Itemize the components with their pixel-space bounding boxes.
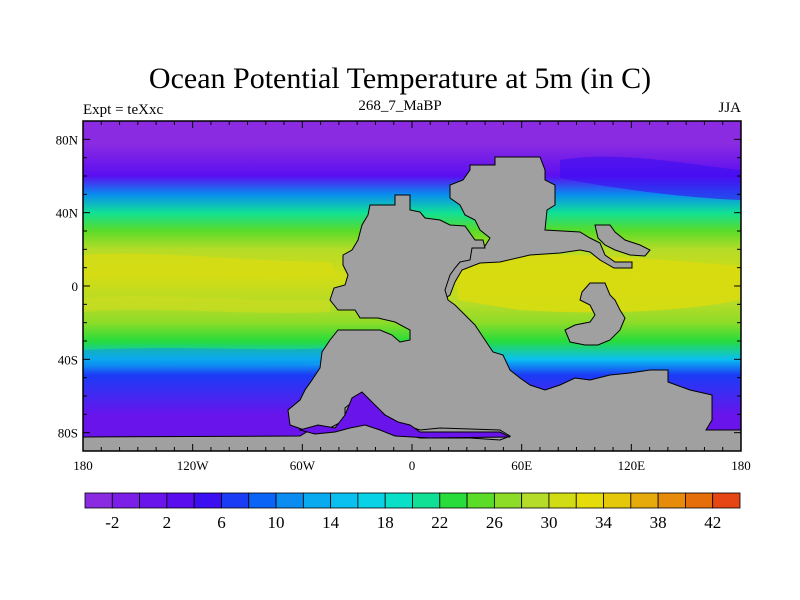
x-tick-label: 120E xyxy=(618,458,646,473)
colorbar-label: 18 xyxy=(377,513,394,532)
northern-cold-lobe xyxy=(560,156,741,200)
antarctic-inlet xyxy=(298,391,511,439)
colorbar-box xyxy=(439,492,468,509)
colorbar-box xyxy=(330,492,359,509)
x-tick-label: 180 xyxy=(731,458,751,473)
colorbar-label: 14 xyxy=(322,513,340,532)
colorbar-box xyxy=(521,492,550,509)
colorbar-label: 42 xyxy=(704,513,721,532)
time-label: 268_7_MaBP xyxy=(358,98,442,114)
y-tick-label: 80N xyxy=(56,132,79,147)
colorbar-box xyxy=(193,492,222,509)
colorbar-label: 2 xyxy=(163,513,172,532)
colorbar-box xyxy=(685,492,714,509)
x-tick-label: 60E xyxy=(511,458,532,473)
colorbar-box xyxy=(657,492,686,509)
colorbar-box xyxy=(575,492,604,509)
colorbar-label: 10 xyxy=(268,513,285,532)
axis-labels: 180 120W 60W 0 60E 120E 180 80N 40N 0 40S 80S xyxy=(56,132,751,473)
colorbar-box xyxy=(166,492,195,509)
colorbar-box xyxy=(139,492,168,509)
colorbar-label: -2 xyxy=(105,513,119,532)
y-tick-label: 40S xyxy=(58,352,78,367)
colorbar-boxes xyxy=(84,492,741,509)
colorbar-label: 30 xyxy=(540,513,557,532)
colorbar-box xyxy=(384,492,413,509)
colorbar-label: 22 xyxy=(431,513,448,532)
landmass-southeast-island xyxy=(564,282,626,346)
axis-ticks xyxy=(82,120,742,452)
pacific-warm-tongue xyxy=(83,253,338,279)
colorbar-label: 26 xyxy=(486,513,503,532)
experiment-label: Expt = teXxc xyxy=(83,102,164,118)
colorbar-box xyxy=(111,492,140,509)
colorbar-box xyxy=(248,492,277,509)
x-tick-label: 120W xyxy=(177,458,210,473)
x-tick-label: 180 xyxy=(73,458,93,473)
colorbar-label: 38 xyxy=(650,513,667,532)
colorbar-box xyxy=(302,492,332,509)
colorbar-box xyxy=(603,492,632,509)
colorbar-box xyxy=(357,492,386,509)
landmass-northeast-peninsula xyxy=(594,224,651,257)
landmass-eastern xyxy=(429,156,633,302)
y-tick-label: 0 xyxy=(72,279,79,294)
colorbar-box xyxy=(466,492,495,509)
colorbar-box xyxy=(221,492,250,509)
y-tick-label: 80S xyxy=(58,426,78,441)
colorbar-box xyxy=(84,492,113,509)
x-tick-label: 60W xyxy=(290,458,316,473)
colorbar-box xyxy=(275,492,304,509)
pacific-warm-tongue-south xyxy=(83,296,330,313)
x-tick-label: 0 xyxy=(409,458,416,473)
colorbar-box xyxy=(630,492,659,509)
colorbar-box xyxy=(548,492,577,509)
colorbar-label: 6 xyxy=(217,513,226,532)
season-label: JJA xyxy=(718,100,741,116)
colorbar-box xyxy=(493,492,523,509)
colorbar-box xyxy=(712,492,741,509)
southern-cold-lobe xyxy=(83,348,330,368)
colorbar-label: 34 xyxy=(595,513,613,532)
y-tick-label: 40N xyxy=(56,206,79,221)
colorbar-box xyxy=(412,492,441,509)
chart-title: Ocean Potential Temperature at 5m (in C) xyxy=(148,62,652,95)
colorbar-labels: -2 2 6 10 14 18 22 26 30 34 38 42 xyxy=(105,513,721,532)
